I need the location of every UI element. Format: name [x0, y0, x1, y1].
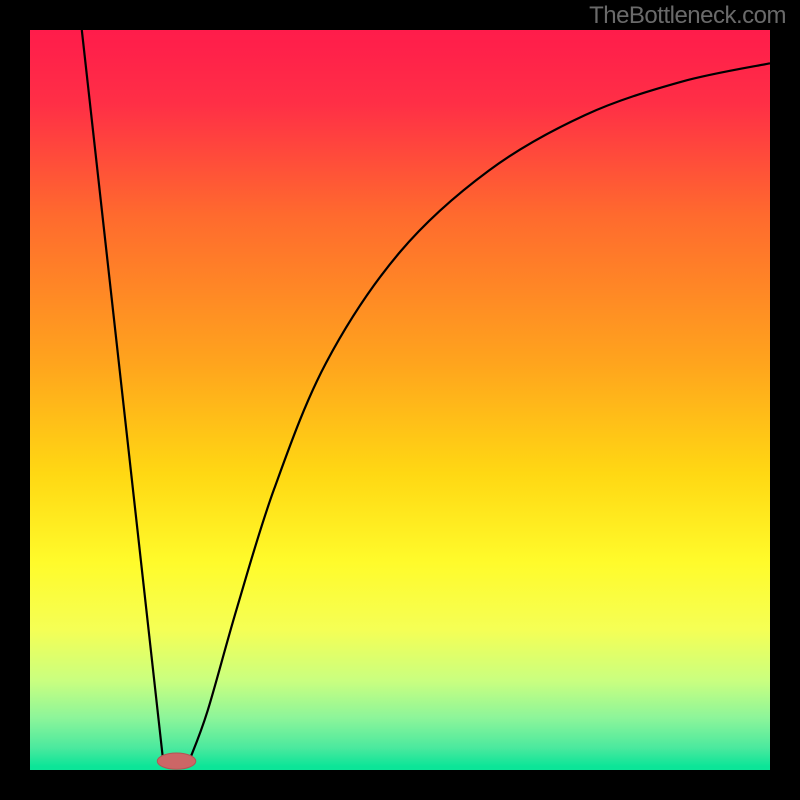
plot-background: [30, 30, 770, 770]
chart-frame: TheBottleneck.com: [0, 0, 800, 800]
watermark-text: TheBottleneck.com: [589, 2, 786, 30]
bottleneck-chart: [0, 0, 800, 800]
optimal-marker: [157, 753, 195, 769]
